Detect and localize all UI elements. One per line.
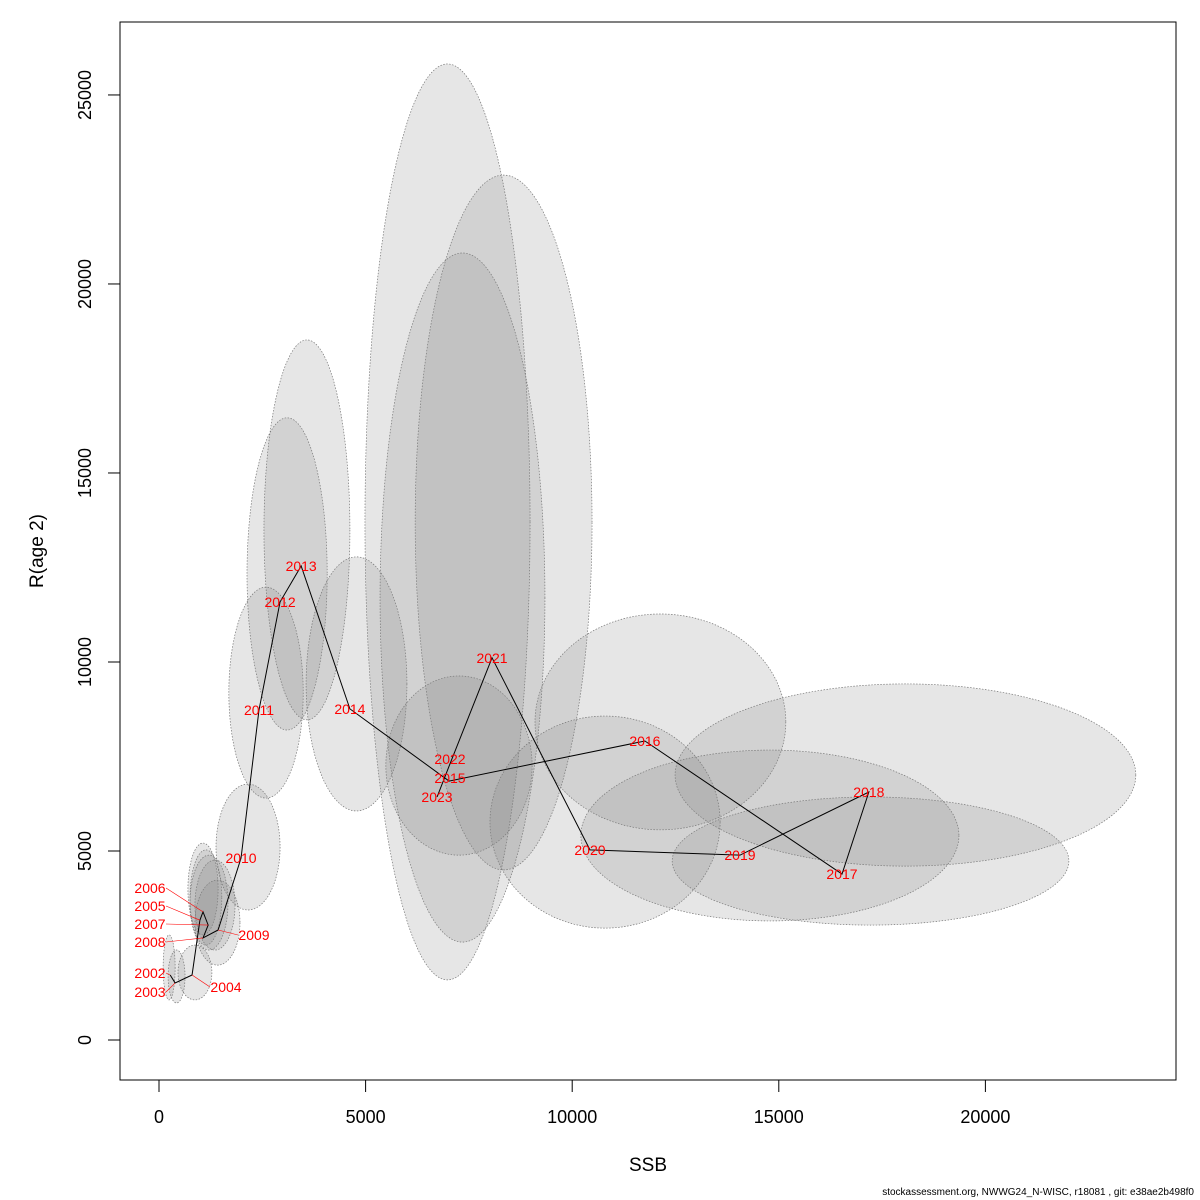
leader-line-2003 (165, 982, 176, 993)
trajectory (169, 564, 870, 984)
point-label: 2017 (826, 866, 857, 882)
confidence-ellipses (162, 63, 1137, 1004)
x-tick-label: 15000 (754, 1107, 804, 1127)
leader-line-2008 (165, 937, 204, 943)
ellipse-2012 (246, 417, 328, 731)
y-tick-label: 10000 (75, 637, 95, 687)
ellipse-2021 (414, 174, 593, 871)
leader-line-2009 (218, 929, 239, 936)
point-label: 2020 (574, 842, 605, 858)
label-leader-lines (165, 887, 239, 993)
point-label: 2002 (134, 965, 165, 981)
leader-line-2002 (165, 972, 171, 976)
x-tick-label: 10000 (547, 1107, 597, 1127)
x-tick-label: 0 (154, 1107, 164, 1127)
point-label: 2021 (476, 650, 507, 666)
leader-line-2005 (165, 905, 201, 921)
point-label: 2011 (244, 702, 274, 718)
x-tick-label: 5000 (346, 1107, 386, 1127)
ellipse-2003 (167, 949, 186, 1004)
point-label: 2004 (210, 979, 241, 995)
ellipse-2004 (177, 944, 213, 1001)
leader-line-2004 (191, 974, 211, 988)
point-label: 2005 (134, 898, 165, 914)
y-tick-label: 25000 (75, 70, 95, 120)
ellipse-2020 (489, 715, 721, 929)
point-label: 2007 (134, 916, 165, 932)
point-label: 2022 (434, 751, 465, 767)
point-label: 2006 (134, 880, 165, 896)
point-label: 2008 (134, 934, 165, 950)
ellipse-2013 (263, 339, 351, 721)
leader-line-2007 (165, 923, 209, 926)
point-label: 2009 (238, 927, 269, 943)
ellipse-2017 (671, 796, 1070, 926)
point-label: 2014 (334, 701, 365, 717)
y-tick-label: 15000 (75, 448, 95, 498)
point-label: 2010 (225, 850, 256, 866)
ellipse-2016 (534, 613, 787, 831)
x-axis-label: SSB (629, 1155, 667, 1176)
x-tick-label: 20000 (960, 1107, 1010, 1127)
footer-credit: stockassessment.org, NWWG24_N-WISC, r180… (882, 1187, 1194, 1198)
ellipse-2009 (194, 879, 241, 966)
ellipse-2018 (674, 683, 1137, 867)
y-axis-label: R(age 2) (27, 514, 48, 588)
y-tick-label: 20000 (75, 259, 95, 309)
point-label: 2015 (434, 770, 465, 786)
point-label: 2016 (629, 733, 660, 749)
y-tick-label: 5000 (75, 831, 95, 871)
ellipse-2014 (305, 556, 408, 812)
ellipse-2019 (580, 749, 960, 922)
leader-line-2006 (165, 887, 204, 913)
point-labels: 2002 2003 2004 2005 2006 2007 2008 2009 2010 2011… (134, 558, 884, 1000)
y-tick-label: 0 (75, 1035, 95, 1045)
point-label: 2023 (421, 789, 452, 805)
ellipse-2023 (364, 63, 531, 981)
point-label: 2013 (286, 558, 317, 574)
point-label: 2012 (264, 594, 295, 610)
ellipse-2002 (162, 934, 176, 1001)
trajectory-line (169, 564, 870, 984)
point-label: 2018 (853, 784, 884, 800)
ellipse-2015 (385, 675, 533, 856)
point-label: 2019 (724, 847, 755, 863)
point-label: 2003 (134, 984, 165, 1000)
ellipse-2010 (215, 783, 281, 911)
axes: 0 5000 10000 15000 20000 0 5000 10000 15000 20000… (75, 70, 1010, 1127)
